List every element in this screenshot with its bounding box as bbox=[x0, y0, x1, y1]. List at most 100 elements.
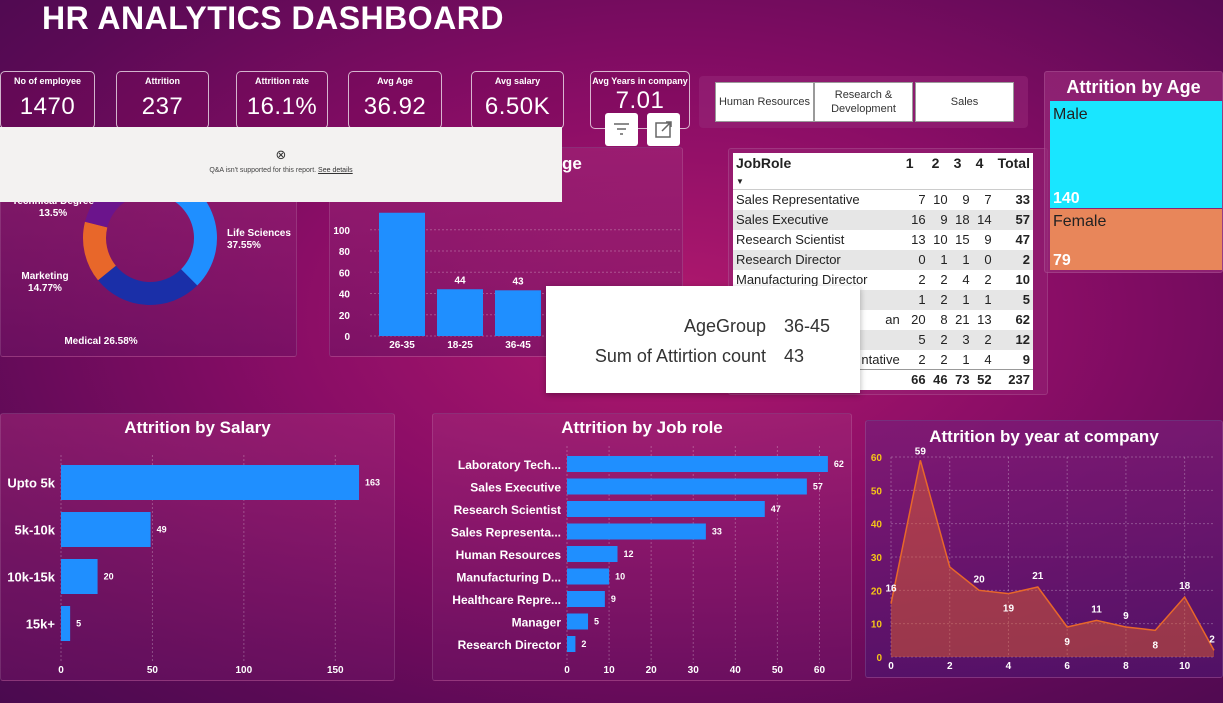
table-cell: 2 bbox=[984, 272, 992, 287]
x-tick-label: 40 bbox=[730, 665, 742, 676]
qa-details-link[interactable]: See details bbox=[318, 167, 353, 174]
table-cell: 0 bbox=[984, 252, 992, 267]
male-label: Male bbox=[1053, 106, 1088, 123]
y-tick-label: 0 bbox=[344, 332, 350, 343]
bar bbox=[567, 523, 706, 540]
column-header[interactable]: 4 bbox=[975, 155, 984, 171]
kpi-value: 36.92 bbox=[363, 93, 427, 120]
table-row[interactable]: an 20 8 21 13 62 bbox=[733, 310, 1033, 330]
female-treemap-tile[interactable]: Female 79 bbox=[1050, 209, 1222, 270]
tooltip-key: Sum of Attirtion count bbox=[594, 346, 766, 366]
years-area-chart: 0 10 20 30 40 50 60 0 2 4 6 8 10 16 59 20 19 21 9 11 9 8 18 2 bbox=[871, 446, 1215, 672]
total-cell: 66 bbox=[911, 372, 926, 388]
point-label: 59 bbox=[915, 446, 927, 457]
slicer-option-rnd[interactable]: Research & Development bbox=[814, 82, 913, 122]
table-cell: 2 bbox=[940, 351, 948, 367]
x-tick-label: 60 bbox=[814, 665, 826, 676]
point-label: 2 bbox=[1209, 634, 1215, 645]
table-row[interactable]: Research Director 0 1 1 0 2 bbox=[733, 249, 1033, 270]
table-cell: 2 bbox=[940, 272, 948, 287]
x-tick-label: 10 bbox=[604, 665, 616, 676]
data-label: 49 bbox=[157, 525, 167, 535]
table-cell: 1 bbox=[918, 292, 926, 307]
row-label: Research Scientist bbox=[736, 232, 845, 247]
x-tick-label: 100 bbox=[236, 665, 253, 676]
y-tick-label: 20 bbox=[871, 586, 883, 597]
table-cell: 1 bbox=[962, 252, 970, 267]
data-label: 2 bbox=[581, 639, 586, 649]
table-cell: 7 bbox=[918, 192, 926, 208]
kpi-card-attrition-rate: Attrition rate 16.1% bbox=[236, 71, 328, 129]
focus-mode-icon[interactable] bbox=[647, 113, 680, 146]
kpi-card-employees: No of employee 1470 bbox=[0, 71, 95, 129]
slicer-option-hr[interactable]: Human Resources bbox=[715, 82, 814, 122]
qa-message-text: Q&A isn't supported for this report. bbox=[209, 167, 317, 174]
column-header[interactable]: 2 bbox=[931, 155, 940, 171]
bar bbox=[61, 559, 98, 594]
kpi-label: Avg salary bbox=[494, 76, 541, 86]
sort-desc-icon[interactable]: ▼ bbox=[736, 177, 744, 186]
y-tick-label: 100 bbox=[333, 226, 350, 237]
bar bbox=[567, 501, 765, 517]
close-circle-icon[interactable]: ⊗ bbox=[275, 147, 287, 162]
bar bbox=[61, 512, 151, 547]
point-label: 9 bbox=[1064, 637, 1070, 648]
y-tick-label: 20 bbox=[339, 311, 351, 322]
column-header[interactable]: 1 bbox=[905, 155, 914, 171]
column-header[interactable]: 3 bbox=[953, 155, 962, 171]
slicer-option-sales[interactable]: Sales bbox=[915, 82, 1014, 122]
jobrole-bar-chart: 0 10 20 30 40 50 60 Laboratory Tech... 62 Sales E… bbox=[451, 446, 844, 676]
point-label: 20 bbox=[974, 574, 986, 585]
table-cell: 2 bbox=[918, 351, 926, 367]
slice-label: Life Sciences bbox=[227, 228, 291, 239]
point-label: 21 bbox=[1032, 571, 1044, 582]
kpi-value: 6.50K bbox=[484, 93, 551, 120]
x-tick-label: 0 bbox=[564, 665, 570, 676]
kpi-label: Avg Years in company bbox=[592, 76, 688, 86]
row-label: Research Director bbox=[736, 252, 841, 267]
column-header[interactable]: Total bbox=[997, 155, 1030, 171]
category-label: Manufacturing D... bbox=[456, 571, 561, 585]
table-row[interactable]: Sales Representative 7 10 9 7 33 bbox=[733, 190, 1033, 210]
kpi-value: 16.1% bbox=[246, 93, 318, 120]
qa-unsupported-overlay: ⊗ Q&A isn't supported for this report. S… bbox=[0, 127, 562, 202]
data-label: 43 bbox=[512, 276, 524, 287]
male-treemap-tile[interactable]: Male 140 bbox=[1050, 101, 1222, 208]
qa-message: Q&A isn't supported for this report. See… bbox=[0, 167, 562, 174]
table-cell: 20 bbox=[911, 312, 926, 327]
row-label: ntative bbox=[861, 351, 900, 367]
table-cell: 1 bbox=[962, 292, 970, 307]
years-area-panel: Attrition by year at company 0 10 20 30 40 50… bbox=[865, 420, 1223, 678]
column-header-jobrole[interactable]: JobRole ▼ bbox=[736, 155, 792, 186]
tooltip-value: 43 bbox=[784, 346, 805, 366]
bar bbox=[567, 591, 605, 607]
age-bar-chart: 0 20 40 60 80 100 26-35 18-25 44 36-45 43 bbox=[333, 212, 680, 351]
table-row[interactable]: Research Scientist 13 10 15 9 47 bbox=[733, 230, 1033, 250]
table-cell: 12 bbox=[1015, 332, 1030, 347]
table-row[interactable]: Sales Executive 16 9 18 14 57 bbox=[733, 209, 1033, 230]
table-cell: 2 bbox=[1022, 252, 1030, 267]
point-label: 11 bbox=[1091, 604, 1102, 615]
x-tick-label: 30 bbox=[688, 665, 700, 676]
tooltip-value: 36-45 bbox=[784, 316, 831, 336]
salary-bar-panel: Attrition by Salary 0 50 100 150 Upto 5k 163 5… bbox=[0, 413, 395, 681]
table-row[interactable]: ntative 2 2 1 4 9 bbox=[733, 350, 1033, 370]
x-tick-label: 150 bbox=[327, 665, 344, 676]
row-label: Sales Representative bbox=[736, 192, 860, 208]
data-label: 9 bbox=[611, 594, 616, 604]
data-label: 33 bbox=[712, 527, 722, 537]
jobrole-bar-panel: Attrition by Job role 0 10 20 30 40 50 60 Labor… bbox=[432, 413, 852, 681]
filter-icon[interactable] bbox=[605, 113, 638, 146]
table-cell: 0 bbox=[918, 252, 926, 267]
x-tick-label: 26-35 bbox=[389, 340, 415, 351]
bar bbox=[567, 478, 807, 495]
table-cell: 10 bbox=[1015, 272, 1030, 287]
donut-slice bbox=[98, 265, 198, 305]
table-row[interactable]: Manufacturing Director 2 2 4 2 10 bbox=[733, 270, 1033, 290]
point-label: 8 bbox=[1152, 640, 1158, 651]
total-cell: 237 bbox=[1008, 372, 1030, 388]
age-chart-title: ge bbox=[562, 154, 582, 173]
kpi-label: Attrition bbox=[145, 76, 180, 86]
tooltip-row: AgeGroup 36-45 bbox=[684, 316, 836, 337]
slice-pct: 13.5% bbox=[39, 208, 67, 219]
